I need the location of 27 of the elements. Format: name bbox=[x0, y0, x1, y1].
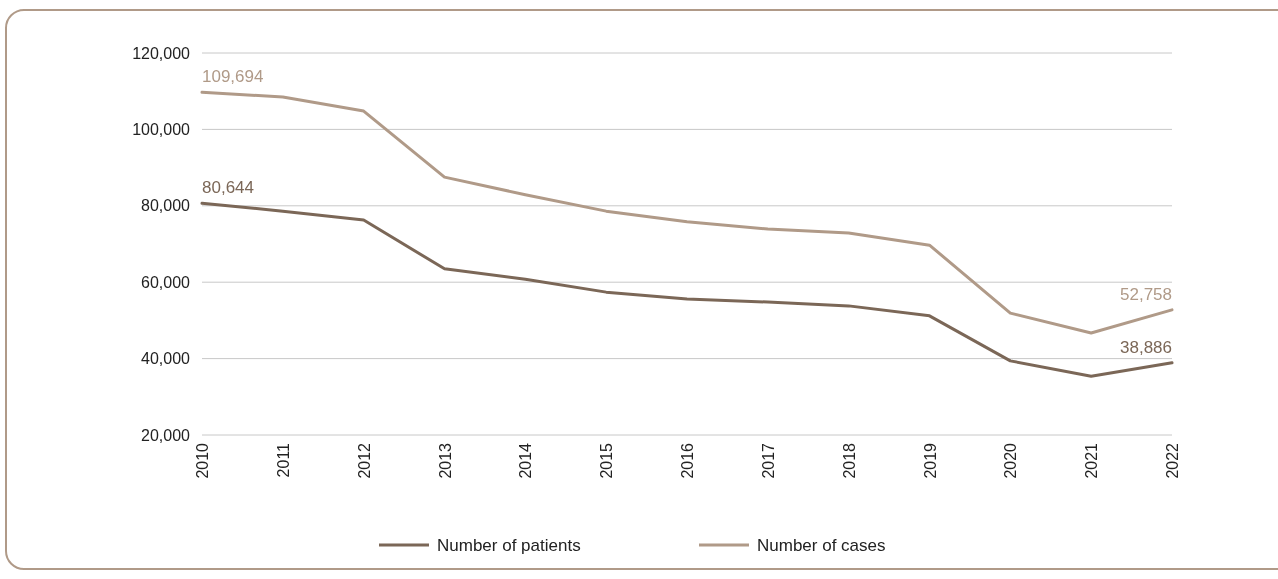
y-tick-label: 20,000 bbox=[141, 426, 191, 444]
data-label: 52,758 bbox=[1120, 284, 1172, 304]
data-label: 80,644 bbox=[202, 178, 254, 198]
x-tick-label: 2010 bbox=[194, 442, 211, 479]
x-tick-label: 2022 bbox=[1164, 442, 1181, 479]
line-series bbox=[200, 90, 1174, 335]
x-tick-label: 2021 bbox=[1083, 442, 1101, 479]
x-tick-label: 2011 bbox=[274, 442, 292, 478]
x-tick-label: 2014 bbox=[517, 442, 535, 479]
line-series bbox=[200, 201, 1174, 378]
data-label: 38,886 bbox=[1120, 337, 1172, 357]
x-tick-label: 2015 bbox=[598, 442, 616, 479]
x-tick-label: 2016 bbox=[679, 442, 696, 479]
x-tick-label: 2018 bbox=[840, 442, 858, 479]
x-tick-label: 2017 bbox=[759, 442, 777, 479]
y-tick-label: 80,000 bbox=[141, 197, 191, 215]
y-tick-label: 40,000 bbox=[141, 350, 191, 368]
x-tick-label: 2019 bbox=[921, 442, 939, 479]
legend-label: Number of cases bbox=[757, 535, 886, 555]
data-label: 109,694 bbox=[202, 67, 264, 87]
x-tick-label: 2012 bbox=[355, 442, 373, 479]
x-tick-label: 2013 bbox=[436, 442, 454, 479]
y-tick-label: 100,000 bbox=[132, 121, 191, 138]
legend-label: Number of patients bbox=[437, 535, 581, 555]
y-tick-label: 120,000 bbox=[132, 44, 191, 62]
y-tick-label: 60,000 bbox=[141, 273, 191, 291]
x-tick-label: 2020 bbox=[1002, 442, 1020, 479]
